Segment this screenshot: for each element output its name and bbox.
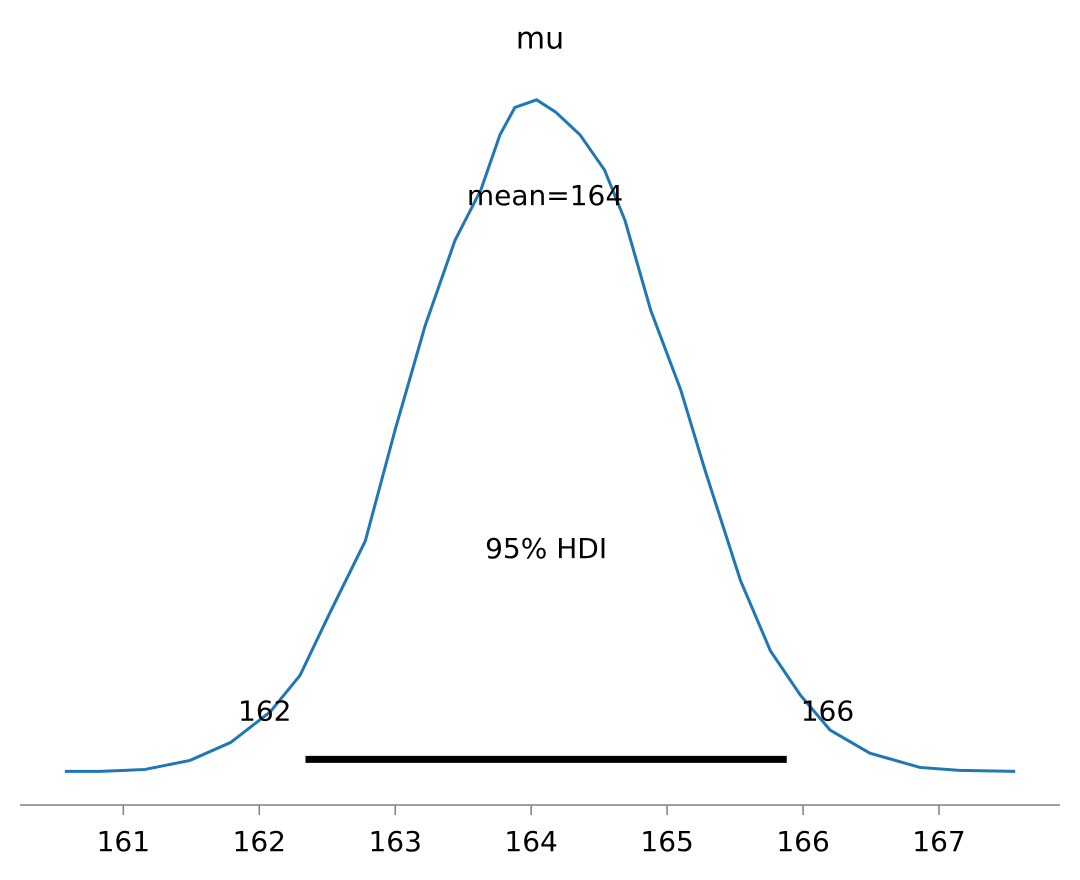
density-line (64, 98, 1016, 773)
mean-label: mean=164 (467, 179, 623, 212)
x-tick-label: 167 (912, 825, 965, 858)
hdi-high-label: 166 (801, 694, 854, 727)
hdi-label: 95% HDI (485, 532, 607, 565)
x-tick-label: 164 (504, 825, 557, 858)
x-tick-label: 162 (233, 825, 286, 858)
x-tick-label: 165 (640, 825, 693, 858)
chart-title: mu (516, 22, 564, 57)
x-tick-label: 161 (97, 825, 150, 858)
x-tick-label: 166 (776, 825, 829, 858)
x-tick-label: 163 (368, 825, 421, 858)
hdi-low-label: 162 (238, 694, 291, 727)
